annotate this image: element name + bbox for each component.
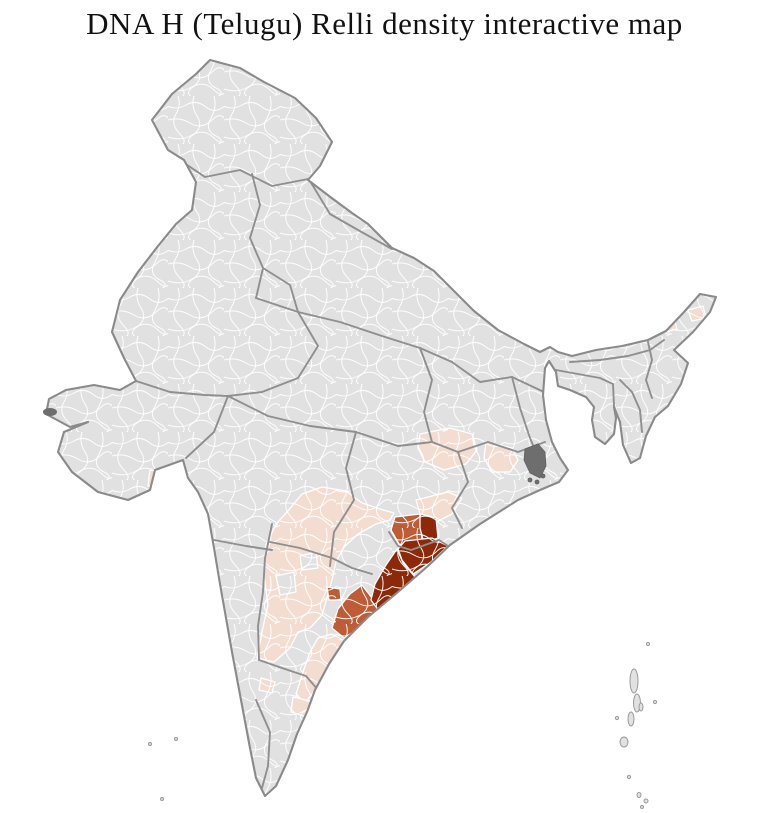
island-shape[interactable] [640,805,644,809]
state-border-line [555,369,615,407]
state-border-line [645,341,653,399]
island-shape[interactable] [629,668,639,694]
island-shape[interactable] [627,711,635,727]
delta-marsh-area [523,443,547,485]
state-border-line [309,180,393,250]
state-border-line [262,267,299,313]
delta-marsh-shape [523,443,547,479]
kutch-marsh-patch [43,408,57,416]
state-border-line [227,297,319,397]
andaman-nicobar-islands[interactable] [614,641,658,809]
delta-marsh-dot [527,477,533,483]
state-border-line [569,339,665,363]
state-border-line [419,347,433,443]
state-border-line [451,451,469,529]
state-border-line [135,380,229,397]
state-border-line [185,395,229,459]
state-border-line [388,531,449,551]
island-shape[interactable] [626,774,632,780]
island-shape[interactable] [636,792,642,798]
state-border-line [619,379,643,433]
state-border-line [329,431,357,567]
island-shape[interactable] [619,736,629,748]
island-shape[interactable] [614,715,620,721]
island-shape[interactable] [643,798,649,804]
state-border-line [213,539,273,551]
delta-marsh-dot [534,479,540,485]
state-border-line [249,173,264,299]
state-border-line [269,541,373,575]
india-outline [44,58,718,798]
island-shape[interactable] [160,797,164,801]
island-shape[interactable] [645,641,651,647]
state-border-line [451,361,545,393]
island-shape[interactable] [174,737,178,741]
island-shape[interactable] [148,742,152,746]
delta-marsh-dot [540,473,546,479]
state-border-line [257,523,273,661]
state-border-line [297,311,453,363]
island-shape[interactable] [638,702,644,712]
state-border-line [258,659,319,691]
island-shape[interactable] [652,699,658,705]
state-border-line [255,699,271,789]
lakshadweep-islands[interactable] [148,737,178,801]
